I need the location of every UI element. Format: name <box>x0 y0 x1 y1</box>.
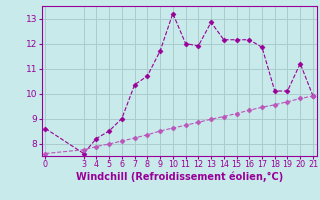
X-axis label: Windchill (Refroidissement éolien,°C): Windchill (Refroidissement éolien,°C) <box>76 172 283 182</box>
